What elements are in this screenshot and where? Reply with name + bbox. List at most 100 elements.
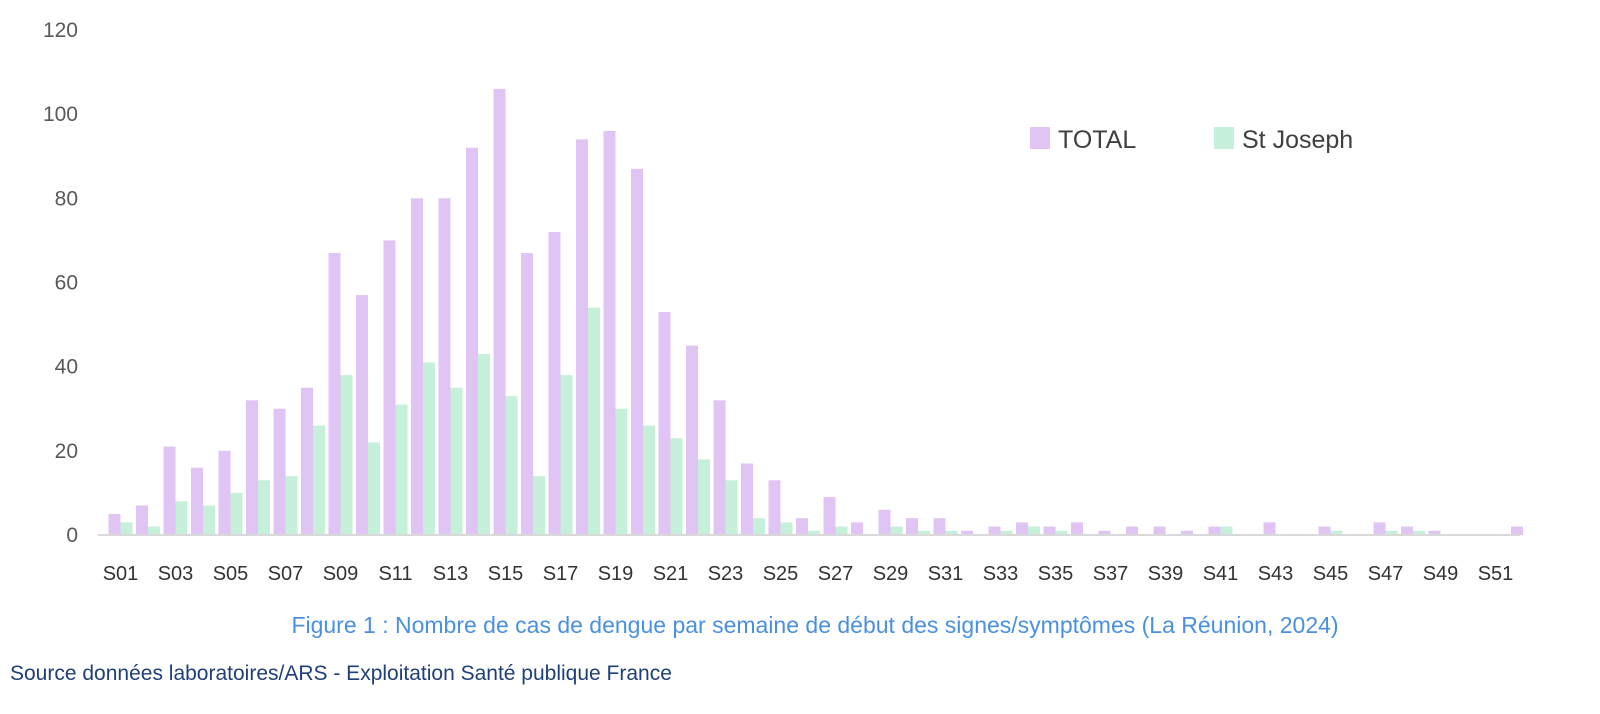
y-tick-label: 40 xyxy=(55,356,78,379)
bar-total-S10 xyxy=(356,295,368,535)
bar-total-S40 xyxy=(1181,530,1193,535)
bar-total-S03 xyxy=(163,446,176,535)
x-tick-label: S35 xyxy=(1038,563,1074,585)
x-tick-label: S09 xyxy=(323,563,359,585)
x-tick-label: S45 xyxy=(1313,563,1349,585)
bar-total-S04 xyxy=(191,467,203,535)
bar-st-joseph-S30 xyxy=(918,530,930,535)
bar-total-S06 xyxy=(246,400,258,535)
bar-st-joseph-S21 xyxy=(670,438,683,535)
bar-st-joseph-S04 xyxy=(203,505,215,535)
x-tick-label: S07 xyxy=(268,563,304,585)
bar-st-joseph-S14 xyxy=(478,354,490,535)
y-tick-label: 0 xyxy=(66,524,78,547)
y-tick-label: 80 xyxy=(55,187,78,210)
bar-chart: 0 20 40 60 80 100 120 S01 S03 S05 S07 S09 S11 S13 S15… xyxy=(43,19,1523,585)
bar-total-S43 xyxy=(1263,522,1276,535)
figure-caption: Figure 1 : Nombre de cas de dengue par s… xyxy=(291,612,1339,638)
bar-st-joseph-S11 xyxy=(395,404,408,535)
bar-total-S36 xyxy=(1071,522,1083,535)
bar-total-S08 xyxy=(301,387,313,535)
x-tick-label: S11 xyxy=(378,563,412,585)
x-tick-label: S51 xyxy=(1478,563,1514,585)
bar-st-joseph-S09 xyxy=(340,375,353,535)
bar-st-joseph-S27 xyxy=(835,526,848,535)
x-tick-label: S15 xyxy=(488,563,524,585)
bar-st-joseph-S20 xyxy=(643,425,655,535)
bar-st-joseph-S06 xyxy=(258,480,270,535)
bar-total-S28 xyxy=(851,522,863,535)
bar-total-S45 xyxy=(1318,526,1331,535)
legend: TOTAL St Joseph xyxy=(1030,126,1353,154)
x-tick-label: S49 xyxy=(1423,563,1459,585)
bar-total-S49 xyxy=(1428,530,1441,535)
x-tick-label: S33 xyxy=(983,563,1019,585)
x-tick-label: S13 xyxy=(433,563,469,585)
bar-st-joseph-S12 xyxy=(423,362,435,535)
x-tick-label: S47 xyxy=(1368,563,1404,585)
bar-total-S13 xyxy=(438,198,451,536)
x-tick-label: S23 xyxy=(708,563,744,585)
bar-total-S15 xyxy=(493,88,506,536)
bar-st-joseph-S45 xyxy=(1330,530,1343,535)
bar-total-S24 xyxy=(741,463,753,535)
bar-total-S02 xyxy=(136,505,148,535)
bar-total-S25 xyxy=(768,480,781,535)
bar-total-S20 xyxy=(631,168,643,535)
bar-st-joseph-S24 xyxy=(753,518,765,535)
x-tick-label: S29 xyxy=(873,563,909,585)
bar-st-joseph-S17 xyxy=(560,375,573,535)
bar-total-S33 xyxy=(988,526,1001,535)
legend-label-total: TOTAL xyxy=(1058,126,1136,154)
bars xyxy=(108,88,1523,536)
bar-total-S07 xyxy=(273,408,286,535)
bar-st-joseph-S08 xyxy=(313,425,325,535)
bar-st-joseph-S29 xyxy=(890,526,903,535)
x-tick-label: S19 xyxy=(598,563,634,585)
y-tick-label: 120 xyxy=(43,19,78,42)
bar-total-S41 xyxy=(1208,526,1221,535)
bar-st-joseph-S05 xyxy=(230,492,243,535)
bar-st-joseph-S47 xyxy=(1385,530,1398,535)
bar-st-joseph-S13 xyxy=(450,387,463,535)
x-tick-label: S03 xyxy=(158,563,194,585)
bar-st-joseph-S15 xyxy=(505,396,518,535)
bar-total-S29 xyxy=(878,509,891,535)
bar-total-S48 xyxy=(1401,526,1413,535)
bar-total-S31 xyxy=(933,518,946,535)
bar-total-S32 xyxy=(961,530,973,535)
bar-total-S11 xyxy=(383,240,396,535)
bar-total-S22 xyxy=(686,345,698,535)
legend-swatch-total xyxy=(1030,127,1050,149)
bar-total-S52 xyxy=(1511,526,1523,535)
bar-st-joseph-S18 xyxy=(588,307,600,535)
bar-total-S17 xyxy=(548,232,561,535)
bar-st-joseph-S22 xyxy=(698,459,710,535)
x-tick-label: S25 xyxy=(763,563,799,585)
bar-st-joseph-S01 xyxy=(120,522,133,535)
bar-st-joseph-S25 xyxy=(780,522,793,535)
bar-st-joseph-S41 xyxy=(1220,526,1233,535)
bar-total-S23 xyxy=(713,400,726,535)
bar-total-S30 xyxy=(906,518,918,535)
bar-total-S37 xyxy=(1098,530,1111,535)
legend-label-st-joseph: St Joseph xyxy=(1242,126,1353,154)
bar-total-S39 xyxy=(1153,526,1166,535)
bar-total-S14 xyxy=(466,147,478,536)
bar-st-joseph-S10 xyxy=(368,442,380,535)
bar-total-S47 xyxy=(1373,522,1386,535)
bar-st-joseph-S31 xyxy=(945,530,958,535)
x-tick-label: S37 xyxy=(1093,563,1129,585)
bar-total-S16 xyxy=(521,253,533,535)
bar-st-joseph-S23 xyxy=(725,480,738,535)
bar-total-S35 xyxy=(1043,526,1056,535)
bar-st-joseph-S16 xyxy=(533,476,545,535)
y-axis: 0 20 40 60 80 100 120 xyxy=(43,19,78,547)
bar-total-S21 xyxy=(658,311,671,535)
bar-total-S01 xyxy=(108,513,121,535)
bar-st-joseph-S26 xyxy=(808,530,820,535)
bar-st-joseph-S03 xyxy=(175,501,188,535)
bar-total-S05 xyxy=(218,450,231,535)
legend-swatch-st-joseph xyxy=(1214,127,1234,149)
bar-total-S34 xyxy=(1016,522,1028,535)
